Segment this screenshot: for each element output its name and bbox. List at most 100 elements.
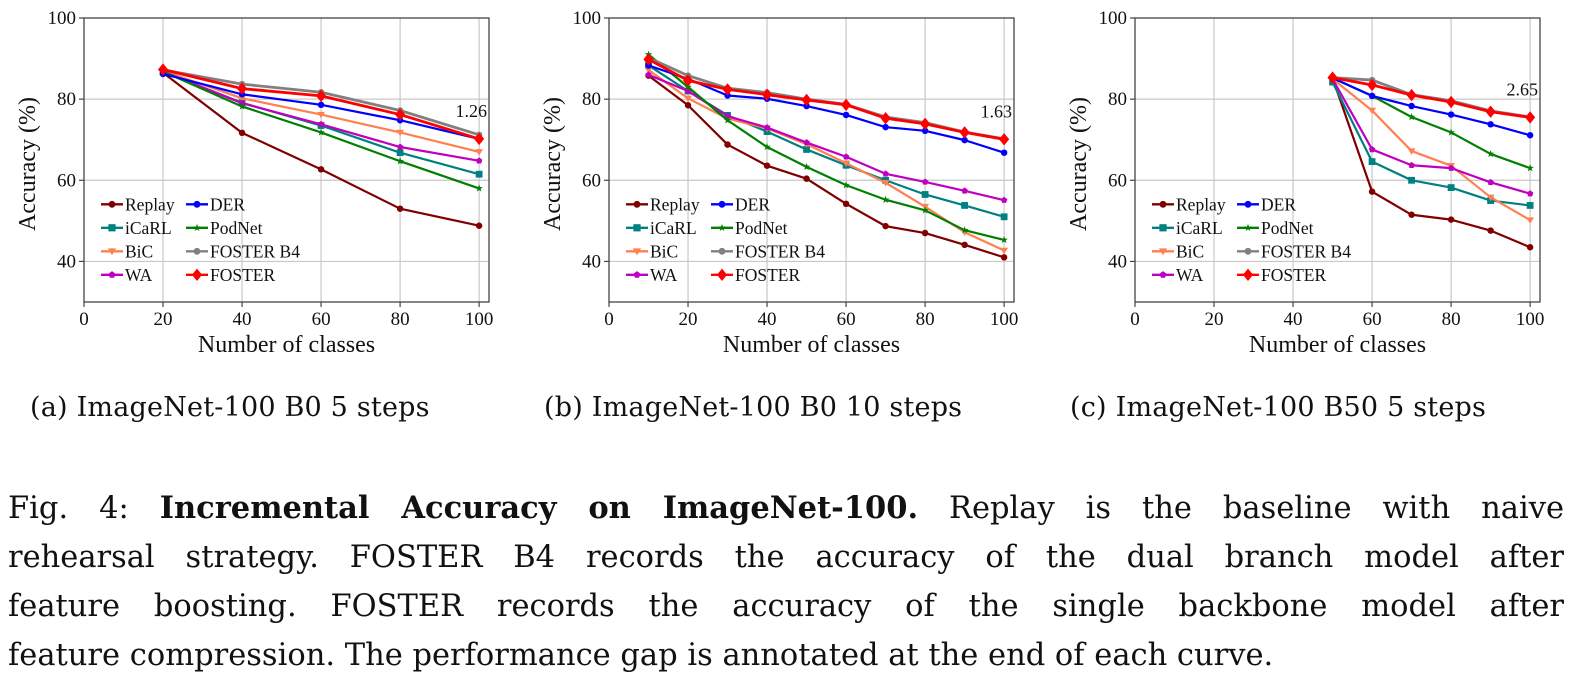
legend-label: FOSTER B4 [735,241,825,261]
chart-panel-a: 0 20 40 60 80 100 40 60 80 100 Number of classes Ac… [0,0,520,370]
data-point [920,117,931,131]
data-point [1368,188,1376,195]
chart-c-xtick-label: 40 [1284,309,1303,330]
legend-marker [718,200,726,208]
legend-label: DER [1261,194,1296,214]
data-point [1408,161,1415,169]
data-point [842,200,850,208]
legend-item-podnet: PodNet [186,218,263,238]
legend-item-bic: BiC [101,241,153,261]
data-point [881,180,890,187]
chart-a-gap-annotation: 1.26 [456,101,488,121]
data-point [1486,194,1495,202]
data-point [882,123,889,131]
legend-item-replay: Replay [1152,194,1226,214]
data-point [961,187,968,194]
data-point [1406,88,1417,102]
chart-c-series-foster [1327,71,1536,124]
chart-a: 0 20 40 60 80 100 40 60 80 100 Number of classes Ac… [15,8,493,358]
data-point [763,124,771,131]
data-point [842,111,850,119]
legend-item-der: DER [1237,194,1296,214]
data-point [645,71,652,78]
chart-a-xtick-label: 60 [312,309,331,330]
chart-b-xtick-label: 20 [679,309,698,330]
chart-c-ylabel: Accuracy (%) [1066,97,1092,231]
legend-marker [193,223,201,231]
data-point [960,226,969,234]
legend-item-wa: WA [626,265,678,285]
data-point [1000,254,1008,261]
legend-label: iCaRL [650,218,697,238]
legend-label: FOSTER [1261,265,1326,285]
legend-label: iCaRL [125,218,172,238]
legend-item-foster-b4: FOSTER B4 [711,241,825,261]
data-point [1487,178,1494,186]
chart-b-series-foster [643,53,1010,146]
chart-b-xtick-label: 40 [758,309,777,330]
legend-marker [108,271,116,278]
legend-label: DER [735,194,770,214]
data-point [475,149,484,156]
chart-b-xtick-label: 0 [604,309,614,330]
legend-item-wa: WA [101,265,153,285]
data-point [317,120,325,128]
chart-a-ylabel: Accuracy (%) [15,97,41,231]
data-point [1447,184,1455,191]
series-line [648,64,1005,154]
chart-b-gap-annotation: 1.63 [981,101,1013,121]
data-point [723,116,732,124]
data-point [1447,216,1455,223]
legend-marker [718,247,726,255]
caption-bold-title: Incremental Accuracy on ImageNet-100. [159,490,919,526]
chart-b-legend: Replay DER iCaRL PodNet BiC FOSTER B4 WA FOSTER [626,194,825,285]
subcaption-a: (a) ImageNet-100 B0 5 steps [30,392,430,423]
data-point [1446,95,1457,109]
legend-marker [1244,223,1252,231]
data-point [959,126,970,139]
data-point [1487,227,1494,234]
legend-marker [633,224,641,232]
chart-c-ytick-label: 100 [1099,8,1128,29]
series-line [647,74,1005,259]
chart-c-xtick-label: 20 [1205,309,1224,330]
data-point [395,108,406,121]
legend-item-replay: Replay [101,194,175,214]
data-point [842,160,850,167]
chart-b-ticks: 0 20 40 60 80 100 40 60 80 100 [573,8,1019,330]
data-point [1407,148,1416,155]
data-point [1526,202,1534,209]
legend-label: PodNet [735,218,788,238]
legend-label: FOSTER B4 [1261,241,1351,261]
data-point [644,67,653,74]
legend-marker [193,247,201,255]
data-point [724,112,731,119]
subcaption-b-label: (b) [544,392,583,423]
chart-c-ytick-label: 40 [1108,251,1127,272]
legend-item-icarl: iCaRL [101,218,172,238]
data-point [1000,149,1008,156]
data-point [1408,176,1415,184]
legend-label: Replay [650,194,700,214]
data-point [317,111,325,119]
legend-label: Replay [1176,194,1226,214]
data-point [801,93,812,107]
data-point [880,112,891,125]
data-point [157,63,169,76]
caption-line-3: feature boosting. FOSTER records the acc… [8,589,1564,624]
subcaption-c-label: (c) [1070,392,1107,423]
data-point [1000,196,1008,203]
legend-item-foster-b4: FOSTER B4 [1237,241,1351,261]
caption-line-4: feature compression. The performance gap… [8,638,1274,673]
chart-panel-b: 0 20 40 60 80 100 40 60 80 100 Number of classes Ac… [525,0,1045,370]
subcaption-c-text: ImageNet-100 B50 5 steps [1115,392,1487,423]
data-point [841,98,852,112]
series-line [1331,81,1531,207]
data-point [921,206,929,214]
data-point [1368,146,1376,153]
legend-label: PodNet [210,218,263,238]
data-point [396,205,404,212]
chart-a-ytick-label: 40 [57,251,76,272]
chart-c-ytick-label: 60 [1108,170,1127,191]
legend-label: WA [1176,265,1204,285]
